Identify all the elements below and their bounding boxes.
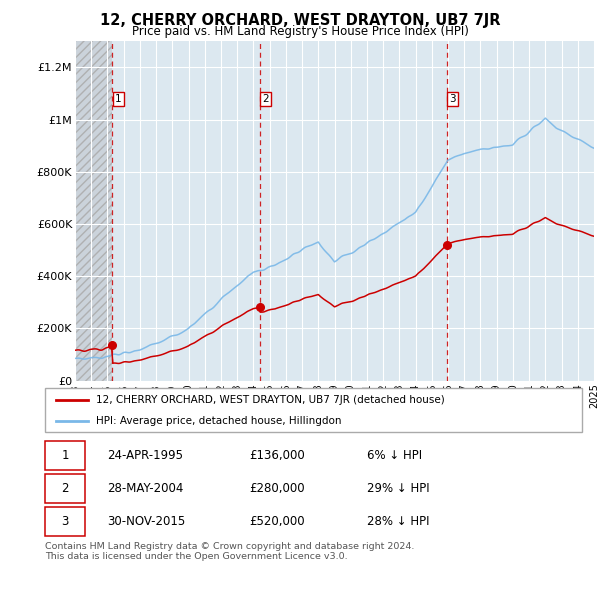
FancyBboxPatch shape [45,474,85,503]
Text: 28-MAY-2004: 28-MAY-2004 [107,481,183,495]
Text: 3: 3 [61,514,69,528]
Text: Price paid vs. HM Land Registry's House Price Index (HPI): Price paid vs. HM Land Registry's House … [131,25,469,38]
Text: HPI: Average price, detached house, Hillingdon: HPI: Average price, detached house, Hill… [96,416,341,426]
Text: £136,000: £136,000 [249,448,305,462]
Bar [75,41,112,381]
Text: 28% ↓ HPI: 28% ↓ HPI [367,514,430,528]
Text: 12, CHERRY ORCHARD, WEST DRAYTON, UB7 7JR (detached house): 12, CHERRY ORCHARD, WEST DRAYTON, UB7 7J… [96,395,445,405]
Text: 6% ↓ HPI: 6% ↓ HPI [367,448,422,462]
Text: 12, CHERRY ORCHARD, WEST DRAYTON, UB7 7JR: 12, CHERRY ORCHARD, WEST DRAYTON, UB7 7J… [100,13,500,28]
FancyBboxPatch shape [45,507,85,536]
Text: £520,000: £520,000 [249,514,305,528]
Text: 1: 1 [115,94,122,104]
Text: 30-NOV-2015: 30-NOV-2015 [107,514,185,528]
Text: 2: 2 [61,481,69,495]
Text: Contains HM Land Registry data © Crown copyright and database right 2024.
This d: Contains HM Land Registry data © Crown c… [45,542,415,561]
FancyBboxPatch shape [45,441,85,470]
Text: 29% ↓ HPI: 29% ↓ HPI [367,481,430,495]
Text: 3: 3 [449,94,456,104]
Text: 2: 2 [262,94,269,104]
Text: 1: 1 [61,448,69,462]
Text: £280,000: £280,000 [249,481,305,495]
Text: 24-APR-1995: 24-APR-1995 [107,448,183,462]
